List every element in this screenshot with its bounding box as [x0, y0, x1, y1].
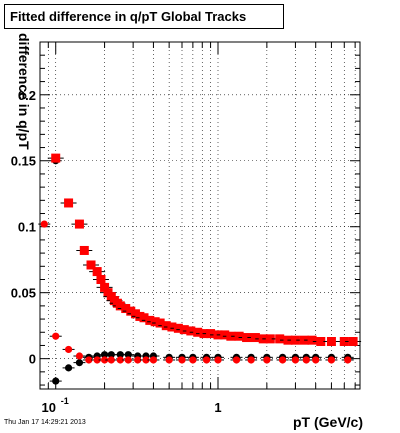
grid-lines	[39, 42, 360, 389]
square-point	[186, 326, 196, 336]
tick-labels: 0 0.05 0.1 0.15 0.2 10 -1 1	[11, 88, 222, 415]
circle-point	[214, 356, 222, 364]
circle-point	[232, 356, 241, 364]
square-point	[79, 245, 89, 255]
axis-ticks	[39, 41, 360, 389]
circle-point	[312, 356, 320, 364]
circle-point	[107, 351, 115, 359]
circle-point	[291, 356, 300, 364]
circle-point	[40, 220, 48, 228]
plot-frame	[39, 41, 361, 390]
circle-point	[134, 356, 142, 364]
square-point	[307, 335, 317, 345]
x-tick-label: 10	[41, 400, 55, 415]
circle-point	[165, 356, 173, 364]
square-point	[139, 313, 149, 323]
square-point	[275, 334, 285, 344]
circle-point	[178, 356, 186, 364]
y-tick-label: 0.2	[18, 88, 36, 103]
circle-point	[100, 351, 109, 359]
square-point	[226, 331, 236, 341]
square-point	[100, 282, 110, 292]
square-point	[51, 153, 61, 163]
x-tick-exponent: -1	[61, 396, 69, 406]
square-point	[206, 329, 216, 339]
y-tick-label: 0	[29, 352, 36, 367]
square-point	[126, 306, 136, 316]
circle-point	[116, 351, 124, 359]
square-point	[86, 260, 96, 270]
y-axis-label: difference in q/pT	[16, 33, 32, 150]
y-tick-label: 0.1	[18, 220, 36, 235]
title-box: Fitted difference in q/pT Global Tracks	[4, 4, 284, 29]
circle-point	[52, 332, 60, 340]
circle-point	[85, 356, 93, 364]
circle-point	[302, 356, 310, 364]
square-point	[74, 219, 84, 229]
y-tick-label: 0.15	[11, 154, 36, 169]
circle-point	[149, 356, 158, 364]
circle-point	[75, 352, 84, 360]
x-tick-label: 1	[214, 400, 221, 415]
x-axis-label: pT (GeV/c)	[293, 414, 363, 430]
square-point	[234, 331, 244, 341]
square-point	[250, 333, 260, 343]
circle-point	[100, 356, 109, 364]
circle-point	[64, 364, 73, 372]
circle-point	[247, 356, 255, 364]
circle-point	[75, 359, 84, 367]
circle-point	[124, 356, 132, 364]
circle-point	[263, 356, 271, 364]
square-point	[316, 337, 326, 347]
circle-point	[93, 356, 101, 364]
square-point	[96, 274, 106, 284]
square-point	[150, 317, 160, 327]
circle-point	[278, 356, 287, 364]
square-point	[167, 322, 177, 332]
circle-point	[142, 356, 150, 364]
data-points	[38, 153, 362, 385]
square-point	[348, 337, 358, 347]
circle-point	[124, 351, 132, 359]
square-point	[339, 337, 349, 347]
square-point	[161, 321, 171, 331]
square-point	[64, 198, 74, 208]
square-point	[220, 330, 230, 340]
square-point	[173, 323, 183, 333]
square-point	[265, 334, 275, 344]
square-point	[92, 267, 102, 277]
circle-point	[344, 356, 352, 364]
square-point	[145, 315, 155, 325]
square-point	[179, 325, 189, 335]
y-tick-label: 0.05	[11, 286, 36, 301]
square-point	[115, 301, 125, 311]
circle-point	[64, 345, 73, 354]
chart-title: Fitted difference in q/pT Global Tracks	[10, 9, 247, 24]
circle-point	[189, 356, 197, 364]
square-point	[290, 335, 300, 345]
circle-point	[327, 356, 336, 364]
circle-point	[107, 356, 115, 364]
square-point	[193, 327, 203, 337]
circle-point	[202, 356, 211, 364]
timestamp: Thu Jan 17 14:29:21 2013	[4, 419, 86, 426]
square-point	[155, 318, 165, 328]
circle-point	[52, 377, 60, 385]
square-point	[121, 304, 131, 314]
square-point	[242, 333, 252, 343]
square-point	[326, 337, 336, 347]
circle-point	[116, 356, 124, 364]
